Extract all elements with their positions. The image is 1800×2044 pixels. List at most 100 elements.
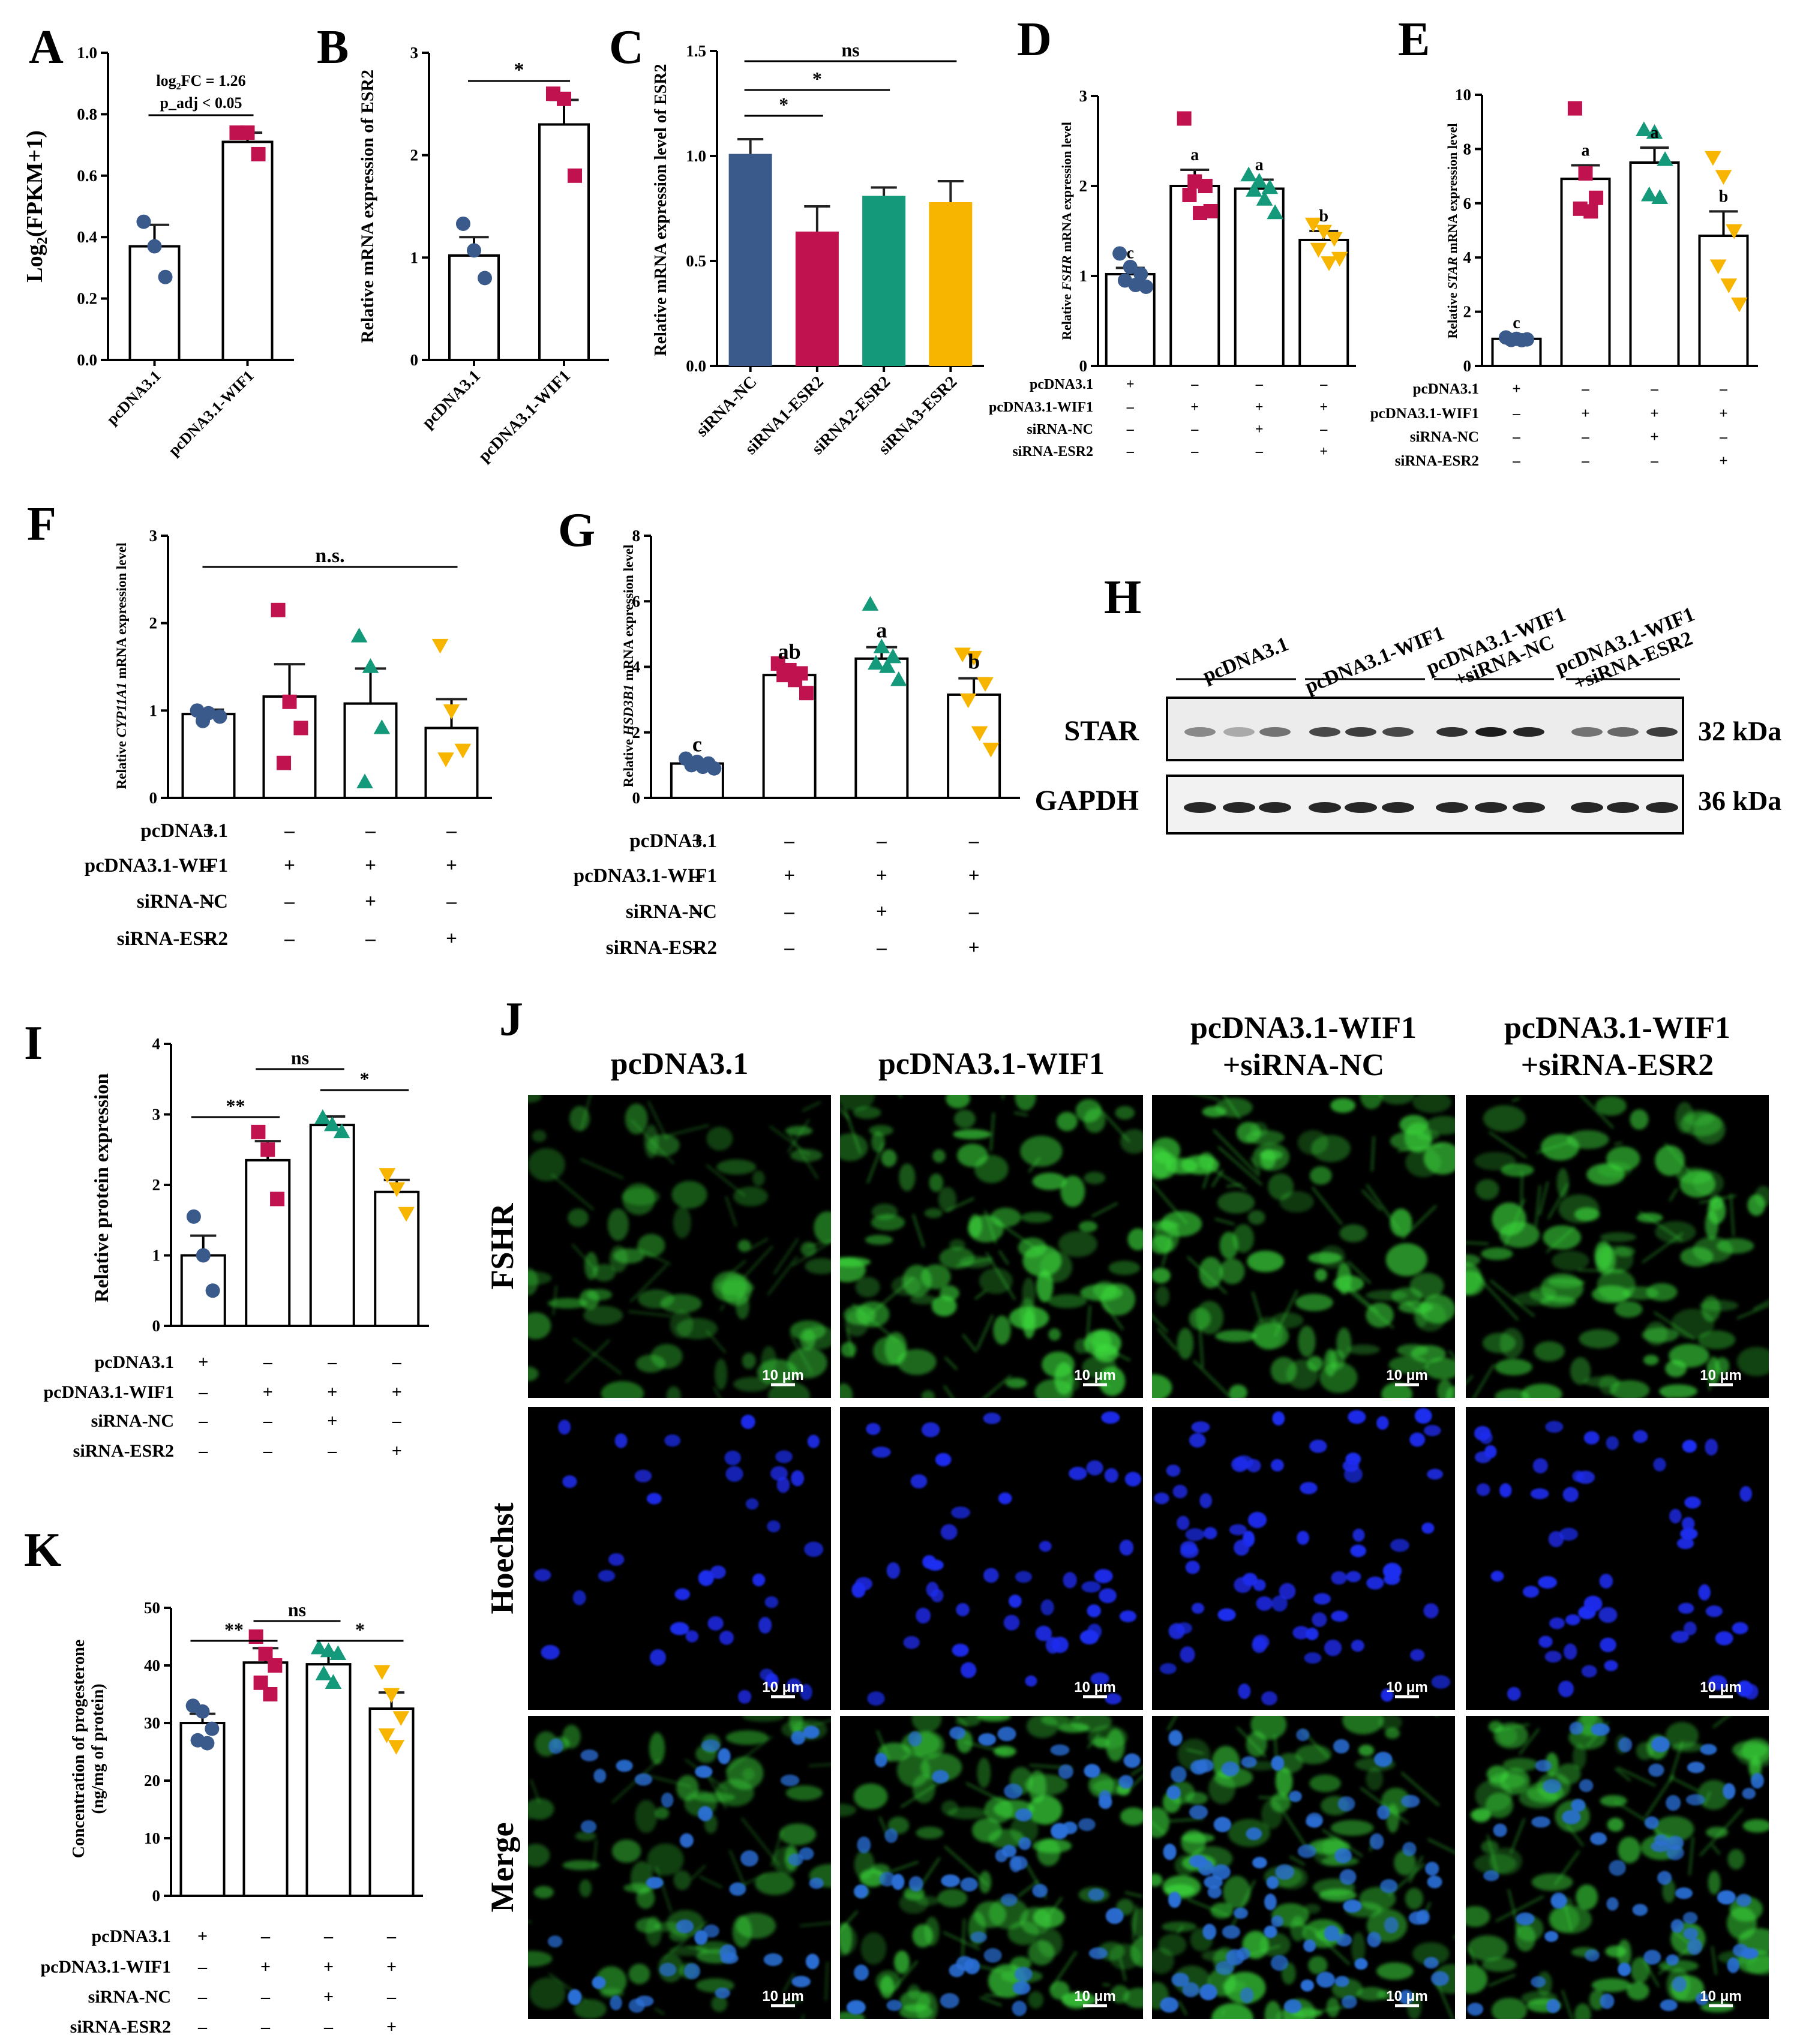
nucleus bbox=[1264, 1893, 1277, 1911]
fshr-blob bbox=[1048, 1294, 1087, 1308]
nucleus bbox=[1176, 1622, 1192, 1634]
nucleus bbox=[770, 1466, 788, 1481]
nucleus bbox=[1213, 1817, 1232, 1832]
treatment-symbol: – bbox=[365, 928, 376, 950]
data-point bbox=[1203, 204, 1218, 218]
bar bbox=[424, 727, 479, 800]
y-axis-label-gene: FSHR bbox=[1059, 256, 1074, 292]
fshr-process bbox=[998, 1250, 1009, 1265]
fshr-blob bbox=[1130, 1937, 1143, 1967]
fshr-process bbox=[1099, 1296, 1124, 1331]
fshr-process bbox=[1703, 1791, 1711, 1806]
fshr-blob bbox=[1346, 1344, 1380, 1355]
fshr-blob bbox=[1379, 1095, 1415, 1105]
data-point bbox=[205, 1721, 220, 1736]
nucleus bbox=[1579, 1779, 1594, 1793]
y-tick-label: 10 bbox=[1455, 86, 1471, 104]
fshr-process bbox=[782, 1973, 795, 1994]
nucleus bbox=[1399, 1989, 1414, 2005]
data-point bbox=[1240, 166, 1257, 182]
fshr-process bbox=[1282, 1811, 1309, 1850]
nucleus bbox=[1400, 1794, 1420, 1808]
nucleus bbox=[1063, 1572, 1077, 1589]
nucleus bbox=[1234, 1539, 1250, 1556]
nucleus bbox=[593, 1769, 607, 1783]
fshr-process bbox=[1193, 1359, 1232, 1398]
nucleus bbox=[1618, 1962, 1631, 1976]
nucleus bbox=[941, 1874, 960, 1887]
fshr-blob bbox=[1099, 1366, 1126, 1396]
treatment-symbol: – bbox=[446, 891, 457, 913]
fshr-process bbox=[572, 1337, 622, 1375]
image-content bbox=[534, 1415, 824, 1704]
fshr-blob bbox=[611, 1839, 641, 1863]
nucleus bbox=[1270, 1459, 1284, 1472]
significance-letter: a bbox=[1582, 142, 1590, 160]
fshr-blob bbox=[1583, 1376, 1621, 1388]
fshr-blob bbox=[979, 1268, 1013, 1294]
fshr-process bbox=[635, 1246, 671, 1265]
microscopy-image-fshr: 10 μm bbox=[528, 1095, 831, 1398]
nucleus bbox=[1266, 1876, 1279, 1889]
y-axis-label-part: Relative bbox=[1059, 290, 1074, 340]
nucleus bbox=[1732, 1622, 1748, 1634]
fshr-blob bbox=[1063, 1991, 1089, 2010]
nucleus bbox=[1606, 1897, 1619, 1911]
significance-letter: b bbox=[968, 650, 980, 674]
fshr-blob bbox=[1556, 1763, 1581, 1785]
microscopy-column-header-line: pcDNA3.1-WIF1 bbox=[1190, 1011, 1417, 1045]
nucleus bbox=[1331, 1610, 1348, 1622]
blot-band-gapdh bbox=[1513, 802, 1545, 813]
fshr-blob bbox=[1420, 1294, 1455, 1324]
nucleus bbox=[1682, 1911, 1698, 1925]
bar bbox=[538, 123, 590, 361]
nucleus bbox=[1304, 1652, 1322, 1664]
microscopy-column-header: pcDNA3.1-WIF1 +siRNA-ESR2 bbox=[1504, 1011, 1730, 1082]
fshr-process bbox=[1028, 1157, 1041, 1173]
nucleus bbox=[786, 1678, 802, 1693]
data-point bbox=[799, 686, 814, 701]
fshr-blob bbox=[910, 1295, 937, 1305]
nucleus bbox=[1195, 1758, 1214, 1773]
data-point bbox=[314, 1109, 331, 1124]
fshr-blob bbox=[884, 1332, 907, 1366]
y-tick-label: 2 bbox=[149, 614, 158, 632]
nucleus bbox=[803, 1725, 820, 1739]
fshr-blob bbox=[1699, 1299, 1739, 1311]
nucleus bbox=[1166, 1785, 1181, 1800]
image-content bbox=[840, 1716, 1143, 2019]
fshr-process bbox=[1682, 1920, 1701, 1930]
nucleus bbox=[1675, 1887, 1693, 1899]
nucleus bbox=[1336, 1934, 1352, 1947]
fshr-blob bbox=[1499, 1328, 1524, 1359]
fshr-blob bbox=[1342, 1716, 1384, 1734]
data-point bbox=[557, 91, 571, 106]
nucleus bbox=[1431, 1675, 1451, 1689]
scale-bar-label: 10 μm bbox=[1700, 1367, 1741, 1383]
panel-label-d: D bbox=[1017, 13, 1052, 66]
nucleus bbox=[1238, 1683, 1251, 1700]
y-axis-label-part: mRNA expression level bbox=[1059, 122, 1074, 256]
data-point bbox=[270, 1191, 285, 1206]
significance-letter: ab bbox=[778, 640, 801, 664]
fshr-blob bbox=[840, 1133, 868, 1161]
fshr-blob bbox=[1309, 1166, 1332, 1185]
fshr-process bbox=[962, 1334, 977, 1353]
fshr-process bbox=[654, 2007, 665, 2015]
nucleus bbox=[1532, 1458, 1548, 1473]
y-tick-label: 3 bbox=[410, 44, 419, 62]
data-point bbox=[310, 1639, 328, 1655]
fshr-process bbox=[1614, 1767, 1631, 1782]
fshr-signal bbox=[528, 1095, 831, 1398]
data-point bbox=[1589, 190, 1604, 205]
fshr-blob bbox=[957, 1143, 988, 1167]
nucleus bbox=[1676, 1538, 1694, 1550]
fshr-blob bbox=[1337, 1262, 1352, 1295]
treatment-symbol: + bbox=[197, 1926, 208, 1946]
fshr-blob bbox=[569, 1106, 590, 1131]
nucleus bbox=[1313, 1593, 1331, 1605]
fshr-blob bbox=[1481, 1957, 1517, 1972]
fshr-process bbox=[1049, 1951, 1078, 1991]
nucleus bbox=[1632, 1904, 1648, 1916]
bar bbox=[1629, 161, 1680, 367]
